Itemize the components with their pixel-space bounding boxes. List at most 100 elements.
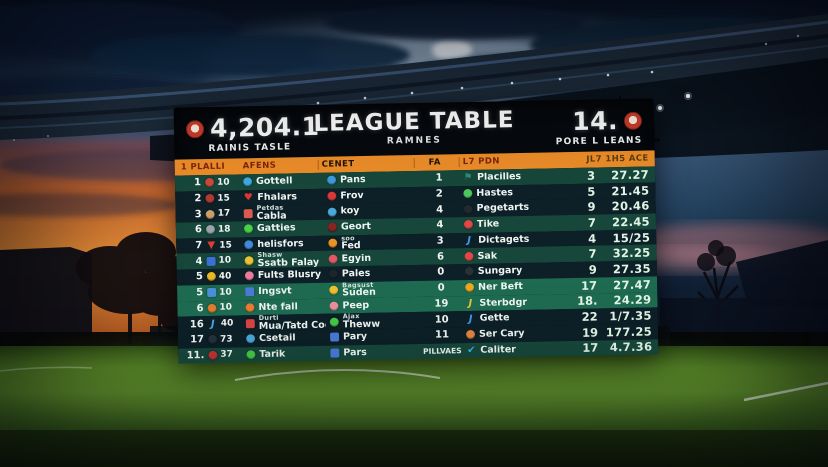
points-value: 7: [587, 215, 597, 230]
net-icon: [329, 301, 339, 311]
row-badge-group: 10: [207, 287, 241, 298]
row-badge-group: 37: [208, 350, 242, 361]
scoreboard: 4,204.1 RAINIS TASLE LEAGUE TABLE RAMNES…: [173, 98, 659, 364]
row-badge-group: ▼ 15: [206, 240, 240, 251]
net-icon: [329, 285, 339, 295]
club-crest-icon: [623, 111, 643, 130]
row-rank: 16: [189, 318, 204, 330]
fa-value: 4: [436, 219, 444, 232]
team-name-label: Gottell: [255, 176, 293, 187]
net-cell: soo Fed: [328, 234, 416, 252]
fa-value: PILLVAES: [423, 346, 462, 356]
net-icon: [328, 269, 338, 280]
fa-value: 0: [437, 282, 445, 294]
average-value: 21.45: [611, 183, 650, 198]
fa-value: 4: [436, 204, 444, 216]
net-icon: [327, 191, 337, 201]
pdn-name: Ner Beft: [478, 282, 523, 292]
col-team: AFENS: [242, 160, 277, 172]
points-value: 9: [588, 262, 597, 277]
pdn-icon: [463, 188, 473, 199]
fa-value: 0: [437, 266, 445, 279]
row-badge-group: J 40: [208, 318, 242, 329]
pdn-cell: Ser Cary: [465, 328, 570, 339]
badge-number: 10: [219, 287, 232, 298]
pdn-name-label: Placilles: [476, 172, 522, 183]
net-icon: [327, 207, 337, 217]
pdn-name: Pegetarts: [477, 203, 530, 214]
badge-number: 10: [218, 255, 232, 267]
team-name-label: Ingsvt: [258, 286, 292, 297]
net-icon: [328, 254, 338, 264]
club-badge-icon: [206, 256, 216, 266]
points-value: 3: [586, 168, 596, 183]
pdn-name-label: Dictagets: [478, 234, 530, 246]
net-cell: koy: [327, 205, 416, 217]
pdn-name-label: Sterbdgr: [479, 297, 528, 308]
league-table-rows: 1 10 Gottell Pans 1 ⚑ Placilles 3 27.27 2 15 ♥ Fhala…: [174, 166, 659, 364]
fa-value: 2: [435, 188, 443, 200]
club-badge-icon: ▼: [207, 239, 216, 252]
team-name: helisfors: [257, 239, 304, 249]
pdn-cell: J Sterbdgr: [465, 297, 569, 308]
header-right-score: 14. PORE L LEANS: [414, 106, 643, 150]
pdn-cell: Ner Beft: [465, 281, 569, 292]
row-rank: 5: [196, 287, 204, 299]
col-net: CENET: [317, 158, 410, 170]
row-badge-group: 18: [205, 224, 240, 235]
net-name: Egyin: [341, 253, 371, 263]
team-icon: [244, 240, 254, 250]
team-cell: Ingsvt: [245, 286, 325, 297]
badge-number: 37: [220, 349, 234, 361]
points-value: 4: [588, 231, 597, 246]
net-name-label: Peep: [342, 300, 370, 311]
pdn-icon: [465, 283, 475, 293]
pdn-name-label: Ner Beft: [478, 281, 523, 293]
touch-line: [743, 381, 828, 402]
pdn-icon: [464, 267, 474, 277]
team-name-label: Fhalars: [257, 192, 298, 203]
row-rank: 1: [194, 177, 202, 189]
left-score-value: 4,204.1: [209, 111, 320, 143]
row-rank: 17: [190, 334, 205, 346]
row-rank: 4: [195, 255, 203, 268]
pdn-name-label: Sak: [477, 250, 498, 261]
points-value: 5: [587, 184, 596, 199]
fa-value: 3: [436, 235, 444, 247]
team-cell: Petdas Cabla: [243, 204, 324, 222]
points-value: 7: [588, 246, 597, 261]
net-name: Pans: [340, 175, 366, 185]
net-name: Ajax Theww: [343, 313, 381, 330]
pdn-name-label: Gette: [479, 313, 510, 324]
club-badge-icon: [208, 350, 218, 360]
net-cell: Pars: [330, 347, 418, 358]
pdn-icon: J: [468, 297, 473, 309]
average-value: 4.7.36: [609, 339, 653, 355]
pdn-name-label: Sungary: [477, 266, 523, 277]
team-name-label: Nte fall: [258, 301, 298, 313]
team-icon: [245, 318, 255, 328]
row-rank: 5: [195, 271, 203, 283]
net-icon: [326, 175, 337, 186]
badge-number: 73: [219, 334, 233, 345]
team-name: Csetail: [259, 333, 296, 343]
pdn-cell: Sungary: [464, 265, 569, 277]
net-name: Peep: [342, 301, 369, 311]
row-rank: 6: [194, 224, 203, 236]
pdn-name: Ser Cary: [479, 329, 525, 339]
net-name-label: Pars: [343, 347, 367, 358]
pdn-name: Sak: [477, 251, 497, 261]
club-badge-icon: [205, 209, 215, 219]
average-value: 1/7.35: [609, 308, 652, 324]
net-name-label: Geort: [340, 222, 372, 233]
pdn-cell: ✔ Caliter: [466, 344, 570, 355]
scoreboard-header: 4,204.1 RAINIS TASLE LEAGUE TABLE RAMNES…: [174, 98, 655, 159]
row-rank: 11.: [186, 349, 205, 362]
club-badge-icon: [208, 335, 218, 345]
pdn-icon: [463, 204, 473, 214]
average-value: 27.47: [613, 277, 652, 292]
points-value: 17: [580, 278, 598, 293]
team-icon: [244, 271, 254, 281]
team-name-label: helisfors: [257, 239, 304, 250]
